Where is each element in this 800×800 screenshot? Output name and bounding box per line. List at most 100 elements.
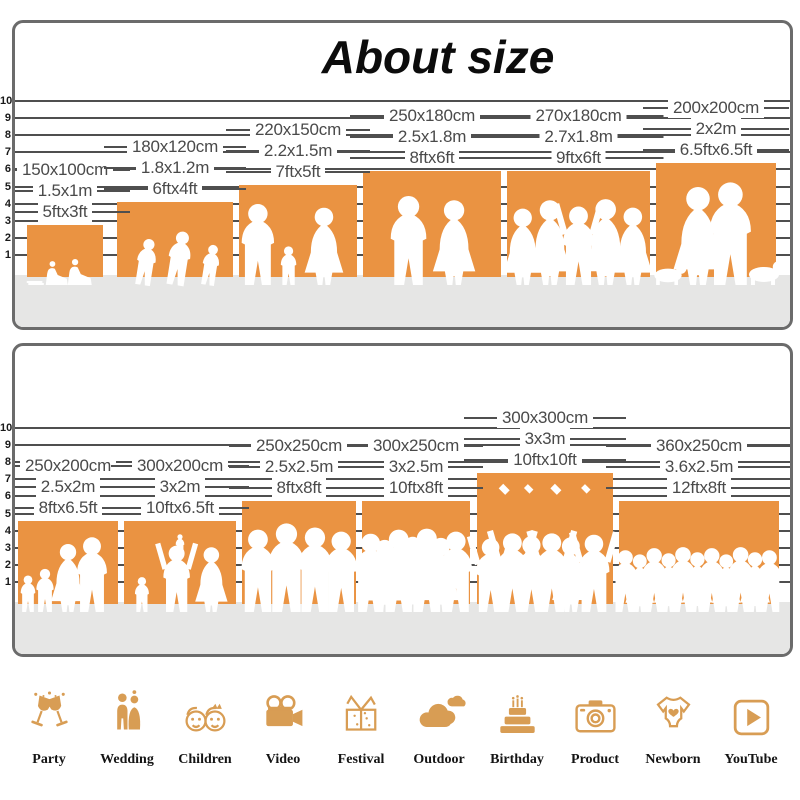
leader-line [346, 128, 370, 131]
size-m-row: 3x2m [111, 476, 249, 497]
backdrop-block-8ftx6ft [363, 171, 501, 285]
size-cm-row: 270x180cm [494, 105, 663, 126]
size-m-row: 2x2m [643, 118, 789, 139]
leader-line [741, 127, 789, 130]
outdoor-icon [419, 695, 466, 727]
size-m-row: 3.6x2.5m [606, 456, 790, 477]
silhouette-children-running [135, 231, 219, 287]
leader-line [606, 465, 660, 468]
leader-line [570, 437, 626, 440]
category-children: Children [168, 690, 242, 768]
leader-line [15, 210, 38, 213]
leader-line [205, 485, 249, 488]
y-axis-tick-label: 3 [4, 214, 11, 227]
size-ft-label: 7ftx5ft [270, 161, 326, 182]
size-panel-small: 150x100cm 1.5x1m 5ftx3ft 180x120cm 1.8x1.2m 6… [12, 20, 793, 330]
leader-line [606, 444, 651, 447]
size-m-label: 2.5x1.8m [392, 126, 472, 147]
y-axis-large-panel: 1 2 3 4 5 6 7 8 9 10 [0, 346, 12, 654]
size-cm-label: 250x200cm [19, 455, 117, 476]
leader-line [15, 168, 17, 171]
size-label-stack-200x200cm: 200x200cm 2x2m 6.5ftx6.5ft [643, 97, 789, 160]
size-label-stack-300x300cm: 300x300cm 3x3m 10ftx10ft [464, 407, 627, 470]
leader-line [111, 485, 155, 488]
leader-line [218, 506, 249, 509]
size-cm-label: 150x100cm [16, 159, 114, 180]
size-cm-label: 250x180cm [383, 105, 481, 126]
silhouette-crowd-medium [354, 528, 473, 612]
leader-line [104, 166, 136, 169]
leader-line [350, 135, 393, 138]
size-ft-label: 6.5ftx6.5ft [674, 139, 758, 160]
size-ft-row: 9ftx6ft [494, 147, 663, 168]
size-cm-row: 300x300cm [464, 407, 626, 428]
size-ft-row: 8ftx6ft [350, 147, 514, 168]
y-axis-tick-label: 7 [4, 146, 11, 159]
size-ft-row: 10ftx8ft [349, 477, 484, 498]
leader-line [464, 444, 483, 447]
leader-line [97, 189, 130, 192]
category-label: Party [32, 752, 66, 767]
page-title: About size [321, 31, 555, 83]
leader-line [229, 444, 251, 447]
y-axis-tick-label: 8 [4, 456, 11, 469]
leader-line [494, 135, 540, 138]
size-ft-row: 6.5ftx6.5ft [643, 139, 789, 160]
leader-line [337, 149, 371, 152]
leader-line [593, 416, 626, 419]
category-wedding: Wedding [90, 690, 164, 768]
size-ft-row: 6ftx4ft [104, 178, 246, 199]
size-ft-row: 12ftx8ft [606, 477, 790, 498]
size-cm-row: 180x120cm [104, 136, 246, 157]
silhouette-graduation-crowd [466, 483, 619, 612]
size-ft-label: 8ftx6ft [404, 147, 460, 168]
size-cm-label: 300x250cm [367, 435, 465, 456]
size-m-label: 1.8x1.2m [135, 157, 215, 178]
size-m-label: 2.5x2.5m [259, 456, 339, 477]
ruler-gridline [15, 151, 790, 154]
category-youtube: YouTube [714, 690, 788, 768]
leader-line [350, 156, 405, 159]
size-m-label: 3x2m [154, 476, 206, 497]
leader-line [223, 145, 246, 148]
leader-line [111, 506, 142, 509]
size-ft-row: 7ftx5ft [226, 161, 370, 182]
size-cm-row: 250x200cm [15, 455, 133, 476]
backdrop-block-8ftx6.5ft [18, 521, 118, 612]
size-ft-label: 5ftx3ft [37, 201, 93, 222]
size-m-row: 2.5x2.5m [229, 456, 370, 477]
leader-line [464, 437, 520, 440]
backdrop-block-7ftx5ft [239, 185, 357, 285]
leader-line [764, 106, 789, 109]
size-m-row: 2.5x1.8m [350, 126, 515, 147]
size-m-label: 3x2.5m [383, 456, 449, 477]
size-cm-label: 360x250cm [650, 435, 748, 456]
backdrop-block-10ftx6.5ft [124, 521, 236, 612]
leader-line [226, 170, 271, 173]
size-ft-row: 5ftx3ft [15, 201, 130, 222]
video-icon [265, 695, 302, 727]
y-axis-tick-label: 2 [4, 231, 11, 244]
backdrop-block-6ftx4ft [117, 202, 233, 287]
leader-line [226, 128, 250, 131]
size-cm-label: 220x150cm [249, 119, 347, 140]
size-ft-label: 12ftx8ft [666, 477, 732, 498]
leader-line [494, 156, 552, 159]
size-m-label: 2x2m [690, 118, 742, 139]
silhouette-wedding-couple [390, 195, 476, 285]
ruler-gridline [15, 100, 790, 102]
size-cm-label: 300x200cm [131, 455, 229, 476]
size-label-stack-300x250cm: 300x250cm 3x2.5m 10ftx8ft [349, 435, 484, 498]
y-axis-tick-label: 8 [4, 129, 11, 142]
ruler-gridline [15, 168, 790, 171]
y-axis-tick-label: 5 [4, 507, 11, 520]
leader-line [92, 210, 130, 213]
size-cm-row: 300x250cm [349, 435, 483, 456]
leader-line [350, 114, 384, 117]
size-label-stack-180x120cm: 180x120cm 1.8x1.2m 6ftx4ft [104, 136, 247, 199]
birthday-icon [499, 695, 535, 733]
y-axis-tick-label: 1 [4, 575, 11, 588]
leader-line [104, 187, 148, 190]
category-label: Video [265, 752, 301, 767]
leader-line [643, 127, 691, 130]
